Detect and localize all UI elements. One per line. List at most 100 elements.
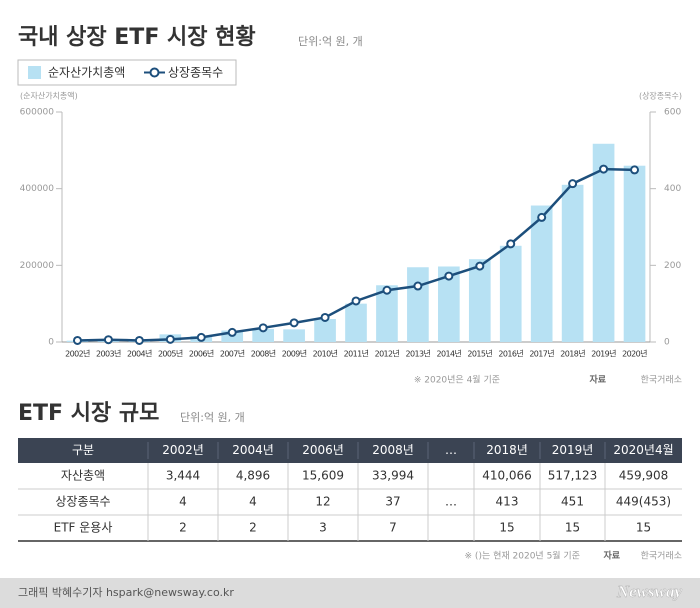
table-cell: 4 — [249, 495, 257, 509]
table-header-cell: 2002년 — [162, 443, 204, 457]
line-point — [289, 318, 299, 328]
table-header-cell: 2008년 — [372, 443, 414, 457]
table-header-cell: 2018년 — [486, 443, 528, 457]
x-tick-label: 2005년 — [158, 349, 183, 359]
y-axis-title: (순자산가치총액) — [20, 91, 78, 101]
title: 국내 상장 ETF 시장 현황 — [18, 25, 256, 50]
table-cell: 3 — [319, 521, 327, 535]
line-point — [72, 335, 82, 345]
table-cell: 33,994 — [372, 469, 414, 483]
table-cell: 3,444 — [166, 469, 200, 483]
bar — [623, 165, 646, 342]
bar — [376, 285, 398, 342]
bar — [438, 266, 460, 342]
table-cell: 자산총액 — [61, 469, 105, 483]
line-point — [444, 271, 454, 281]
legend-marker — [149, 67, 160, 78]
table-cell: 413 — [496, 495, 519, 509]
logo: Newsway — [616, 582, 683, 601]
x-tick-label: 2010년 — [313, 349, 338, 359]
y-tick-label: 200000 — [20, 261, 55, 271]
table-header-cell: 2004년 — [232, 443, 274, 457]
x-tick-label: 2002년 — [65, 349, 90, 359]
legend-label: 상장종목수 — [168, 66, 223, 80]
source-label: 자료 — [603, 550, 620, 562]
table-cell: 4,896 — [236, 469, 270, 483]
bar — [314, 319, 336, 342]
bar — [592, 143, 615, 342]
x-tick-label: 2011년 — [344, 349, 369, 359]
table-header-cell: 2019년 — [552, 443, 594, 457]
table-cell: 410,066 — [482, 469, 532, 483]
table-header-cell: 구분 — [72, 443, 94, 457]
table-cell: 451 — [561, 495, 584, 509]
table-cell: ETF 운용사 — [54, 521, 113, 535]
x-tick-label: 2013년 — [406, 349, 431, 359]
y-tick-label: 600000 — [20, 108, 55, 118]
table-title: ETF 시장 규모 — [18, 401, 159, 426]
credit: 그래픽 박혜수기자 hspark@newsway.co.kr — [18, 586, 234, 599]
y2-tick-label: 400 — [664, 184, 681, 194]
legend-label: 순자산가치총액 — [48, 66, 125, 80]
line-point — [258, 323, 268, 333]
line-point — [475, 261, 485, 271]
y2-tick-label: 200 — [664, 261, 681, 271]
table-cell: 상장종목수 — [55, 495, 110, 509]
line-point — [165, 334, 175, 344]
line-point — [227, 327, 237, 337]
table-note: ※ ()는 현재 2020년 5월 기준 — [465, 550, 580, 562]
table-cell: 4 — [179, 495, 187, 509]
x-tick-label: 2020년 — [622, 349, 647, 359]
bar — [499, 245, 522, 342]
table-cell: 449(453) — [616, 495, 671, 509]
bar — [561, 184, 584, 342]
x-tick-label: 2012년 — [375, 349, 400, 359]
table-cell: 459,908 — [619, 469, 669, 483]
x-tick-label: 2015년 — [467, 349, 492, 359]
x-tick-label: 2006년 — [189, 349, 214, 359]
bar — [345, 303, 367, 342]
legend-swatch — [28, 66, 41, 79]
table-gap: … — [445, 495, 457, 509]
y2-axis-title: (상장종목수) — [639, 91, 682, 101]
line-point — [413, 281, 423, 291]
table-cell: 517,123 — [548, 469, 598, 483]
line-point — [134, 335, 144, 345]
x-tick-label: 2004년 — [127, 349, 152, 359]
line-point — [103, 335, 113, 345]
x-tick-label: 2014년 — [436, 349, 461, 359]
bar — [530, 205, 553, 342]
source-label: 자료 — [589, 374, 606, 386]
y-tick-label: 400000 — [20, 184, 55, 194]
legend-box — [17, 59, 237, 86]
table-cell: 15 — [636, 521, 651, 535]
table-cell: 15 — [499, 521, 514, 535]
x-tick-label: 2009년 — [282, 349, 307, 359]
table-unit: 단위:억 원, 개 — [180, 411, 245, 424]
table-cell: 7 — [389, 521, 397, 535]
x-tick-label: 2003년 — [96, 349, 121, 359]
line-point — [351, 296, 361, 306]
x-tick-label: 2016년 — [498, 349, 523, 359]
bar — [468, 259, 491, 342]
x-tick-label: 2008년 — [251, 349, 276, 359]
y-tick-label: 0 — [48, 338, 54, 348]
table-cell: 2 — [249, 521, 257, 535]
line-point — [506, 239, 516, 249]
line-point — [320, 312, 330, 322]
bar — [283, 329, 305, 342]
x-tick-label: 2019년 — [591, 349, 616, 359]
source: 한국거래소 — [641, 375, 682, 386]
table-cell: 15,609 — [302, 469, 344, 483]
x-tick-label: 2007년 — [220, 349, 245, 359]
unit: 단위:억 원, 개 — [298, 35, 363, 48]
line-point — [196, 332, 206, 342]
y2-tick-label: 600 — [664, 108, 681, 118]
table-header-cell: 2020년4월 — [613, 443, 673, 457]
table-header-cell: … — [445, 443, 457, 457]
table-header-bg — [18, 438, 682, 463]
line-point — [630, 165, 640, 175]
x-tick-label: 2017년 — [529, 349, 554, 359]
bar — [407, 267, 429, 342]
